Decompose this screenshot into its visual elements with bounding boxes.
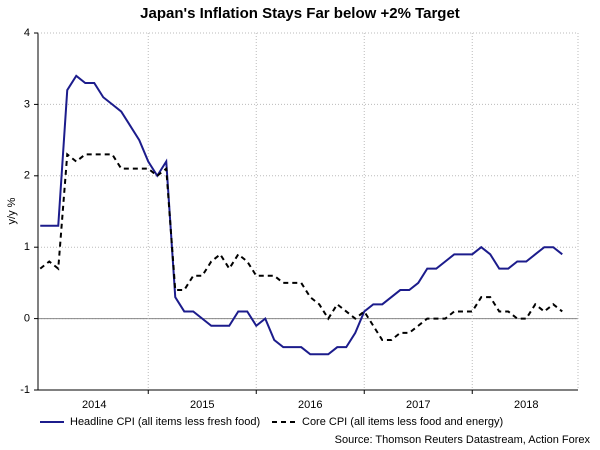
y-tick-label: 0 <box>24 313 30 325</box>
y-tick-label: -1 <box>20 384 30 396</box>
series-line <box>40 74 563 356</box>
y-axis-label: y/y % <box>6 197 18 224</box>
x-tick-label: 2018 <box>514 399 538 411</box>
source-note: Source: Thomson Reuters Datastream, Acti… <box>335 434 591 446</box>
series-line <box>39 152 563 342</box>
x-tick-label: 2017 <box>406 399 430 411</box>
y-tick-label: 2 <box>24 170 30 182</box>
y-tick-label: 4 <box>24 27 30 39</box>
chart-title: Japan's Inflation Stays Far below +2% Ta… <box>140 5 460 22</box>
y-tick-label: 3 <box>24 98 30 110</box>
x-tick-label: 2016 <box>298 399 322 411</box>
legend-label: Core CPI (all items less food and energy… <box>302 416 503 428</box>
y-tick-label: 1 <box>24 241 30 253</box>
x-tick-label: 2014 <box>82 399 106 411</box>
legend-label: Headline CPI (all items less fresh food) <box>70 416 260 428</box>
x-tick-label: 2015 <box>190 399 214 411</box>
